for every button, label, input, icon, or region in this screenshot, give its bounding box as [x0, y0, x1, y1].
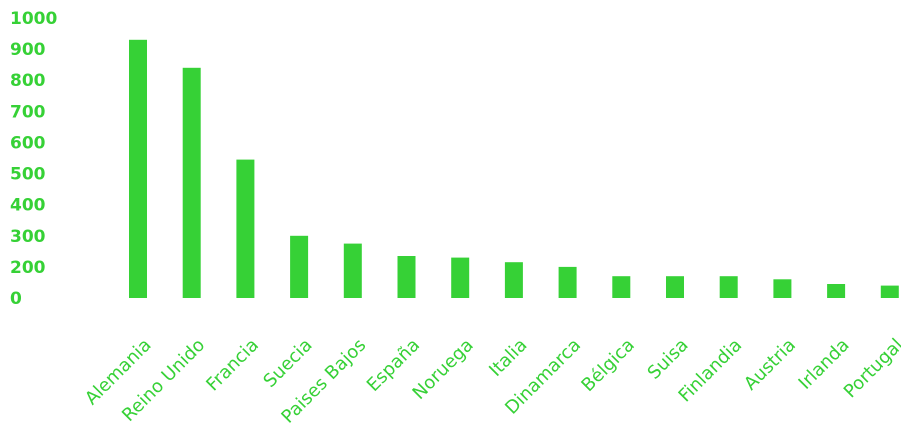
y-tick-label: 0 — [10, 289, 22, 309]
bars — [129, 39, 899, 299]
y-tick-label: 600 — [10, 133, 46, 153]
y-tick-label: 700 — [10, 102, 46, 122]
y-tick-label: 200 — [10, 258, 46, 278]
y-tick-label: 800 — [10, 71, 46, 91]
bar-finlandia — [719, 276, 738, 298]
bar-dinamarca — [558, 266, 577, 298]
bar-alemania — [129, 39, 147, 299]
bar-españa — [397, 256, 416, 298]
bar-italia — [504, 262, 523, 298]
y-tick-label: 1000 — [10, 9, 57, 29]
x-tick-label: Portugal — [840, 335, 901, 403]
y-tick-label: 900 — [10, 40, 46, 60]
bar-portugal — [880, 285, 899, 298]
bar-suecia — [290, 235, 309, 298]
bar-paises-bajos — [343, 243, 362, 298]
y-tick-label: 300 — [10, 227, 46, 247]
bar-noruega — [451, 257, 470, 298]
bar-irlanda — [827, 284, 846, 298]
x-tick-label: Bélgica — [577, 335, 638, 396]
bar-reino-unido — [182, 67, 201, 298]
bar-bélgica — [612, 276, 631, 298]
x-tick-label: Suisa — [644, 335, 693, 384]
bar-austria — [773, 279, 792, 298]
x-tick-label: Austria — [740, 335, 800, 395]
x-tick-label: Francia — [202, 335, 263, 396]
y-axis: 0 200 300 400 500 600 700 800 900 1000 — [10, 9, 57, 309]
bar-suisa — [666, 276, 684, 298]
bar-francia — [236, 159, 255, 298]
y-tick-label: 500 — [10, 165, 46, 185]
y-tick-label: 400 — [10, 196, 46, 216]
x-tick-label: Italia — [485, 335, 531, 381]
